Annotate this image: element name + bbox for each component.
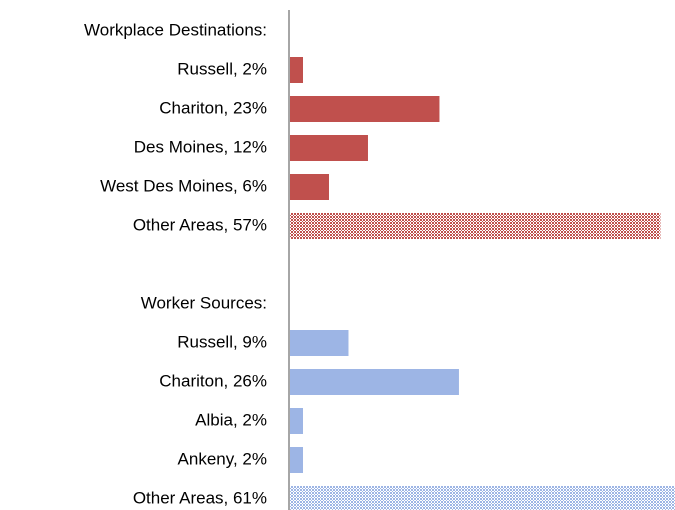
category-label: Des Moines, 12% xyxy=(134,137,267,156)
bar xyxy=(290,369,459,395)
bar xyxy=(290,408,303,434)
category-label: Russell, 9% xyxy=(177,332,267,351)
category-label: Chariton, 26% xyxy=(159,371,267,390)
category-label: West Des Moines, 6% xyxy=(100,176,267,195)
category-label: Other Areas, 61% xyxy=(133,488,267,507)
bar xyxy=(290,57,303,83)
category-label: Other Areas, 57% xyxy=(133,215,267,234)
category-label: Russell, 2% xyxy=(177,59,267,78)
bar xyxy=(290,213,661,239)
bar xyxy=(290,135,368,161)
category-label: Chariton, 23% xyxy=(159,98,267,117)
group-title: Worker Sources: xyxy=(141,293,267,312)
category-label: Ankeny, 2% xyxy=(178,449,267,468)
category-label: Albia, 2% xyxy=(195,410,267,429)
bar xyxy=(290,330,349,356)
bar xyxy=(290,486,675,510)
bar xyxy=(290,96,440,122)
bar xyxy=(290,174,329,200)
group-title: Workplace Destinations: xyxy=(84,20,267,39)
bar xyxy=(290,447,303,473)
